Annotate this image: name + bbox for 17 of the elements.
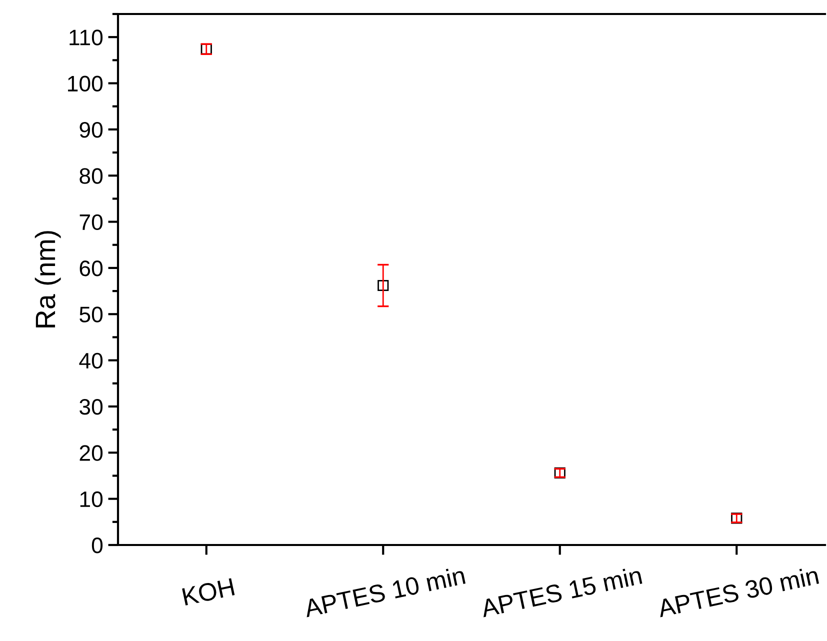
y-tick-label: 30 — [80, 399, 103, 415]
x-tick-label: APTES 10 min — [302, 566, 466, 618]
y-tick-label: 110 — [70, 30, 103, 46]
y-tick-label: 0 — [92, 538, 103, 554]
x-tick-label: KOH — [182, 578, 235, 606]
y-tick-label: 80 — [80, 168, 103, 184]
x-tick-label: APTES 30 min — [656, 566, 820, 618]
y-tick-label: 100 — [68, 76, 103, 92]
y-tick-label: 50 — [80, 306, 103, 322]
y-tick-label: 40 — [79, 352, 103, 369]
y-tick-label: 10 — [80, 491, 103, 508]
y-tick-label: 90 — [80, 122, 103, 138]
y-tick-label: 60 — [80, 260, 103, 276]
y-tick-label: 70 — [80, 214, 103, 230]
y-tick-label: 20 — [80, 445, 103, 461]
x-tick-label: APTES 15 min — [480, 566, 642, 618]
y-axis-title: Ra (nm) — [34, 231, 61, 328]
